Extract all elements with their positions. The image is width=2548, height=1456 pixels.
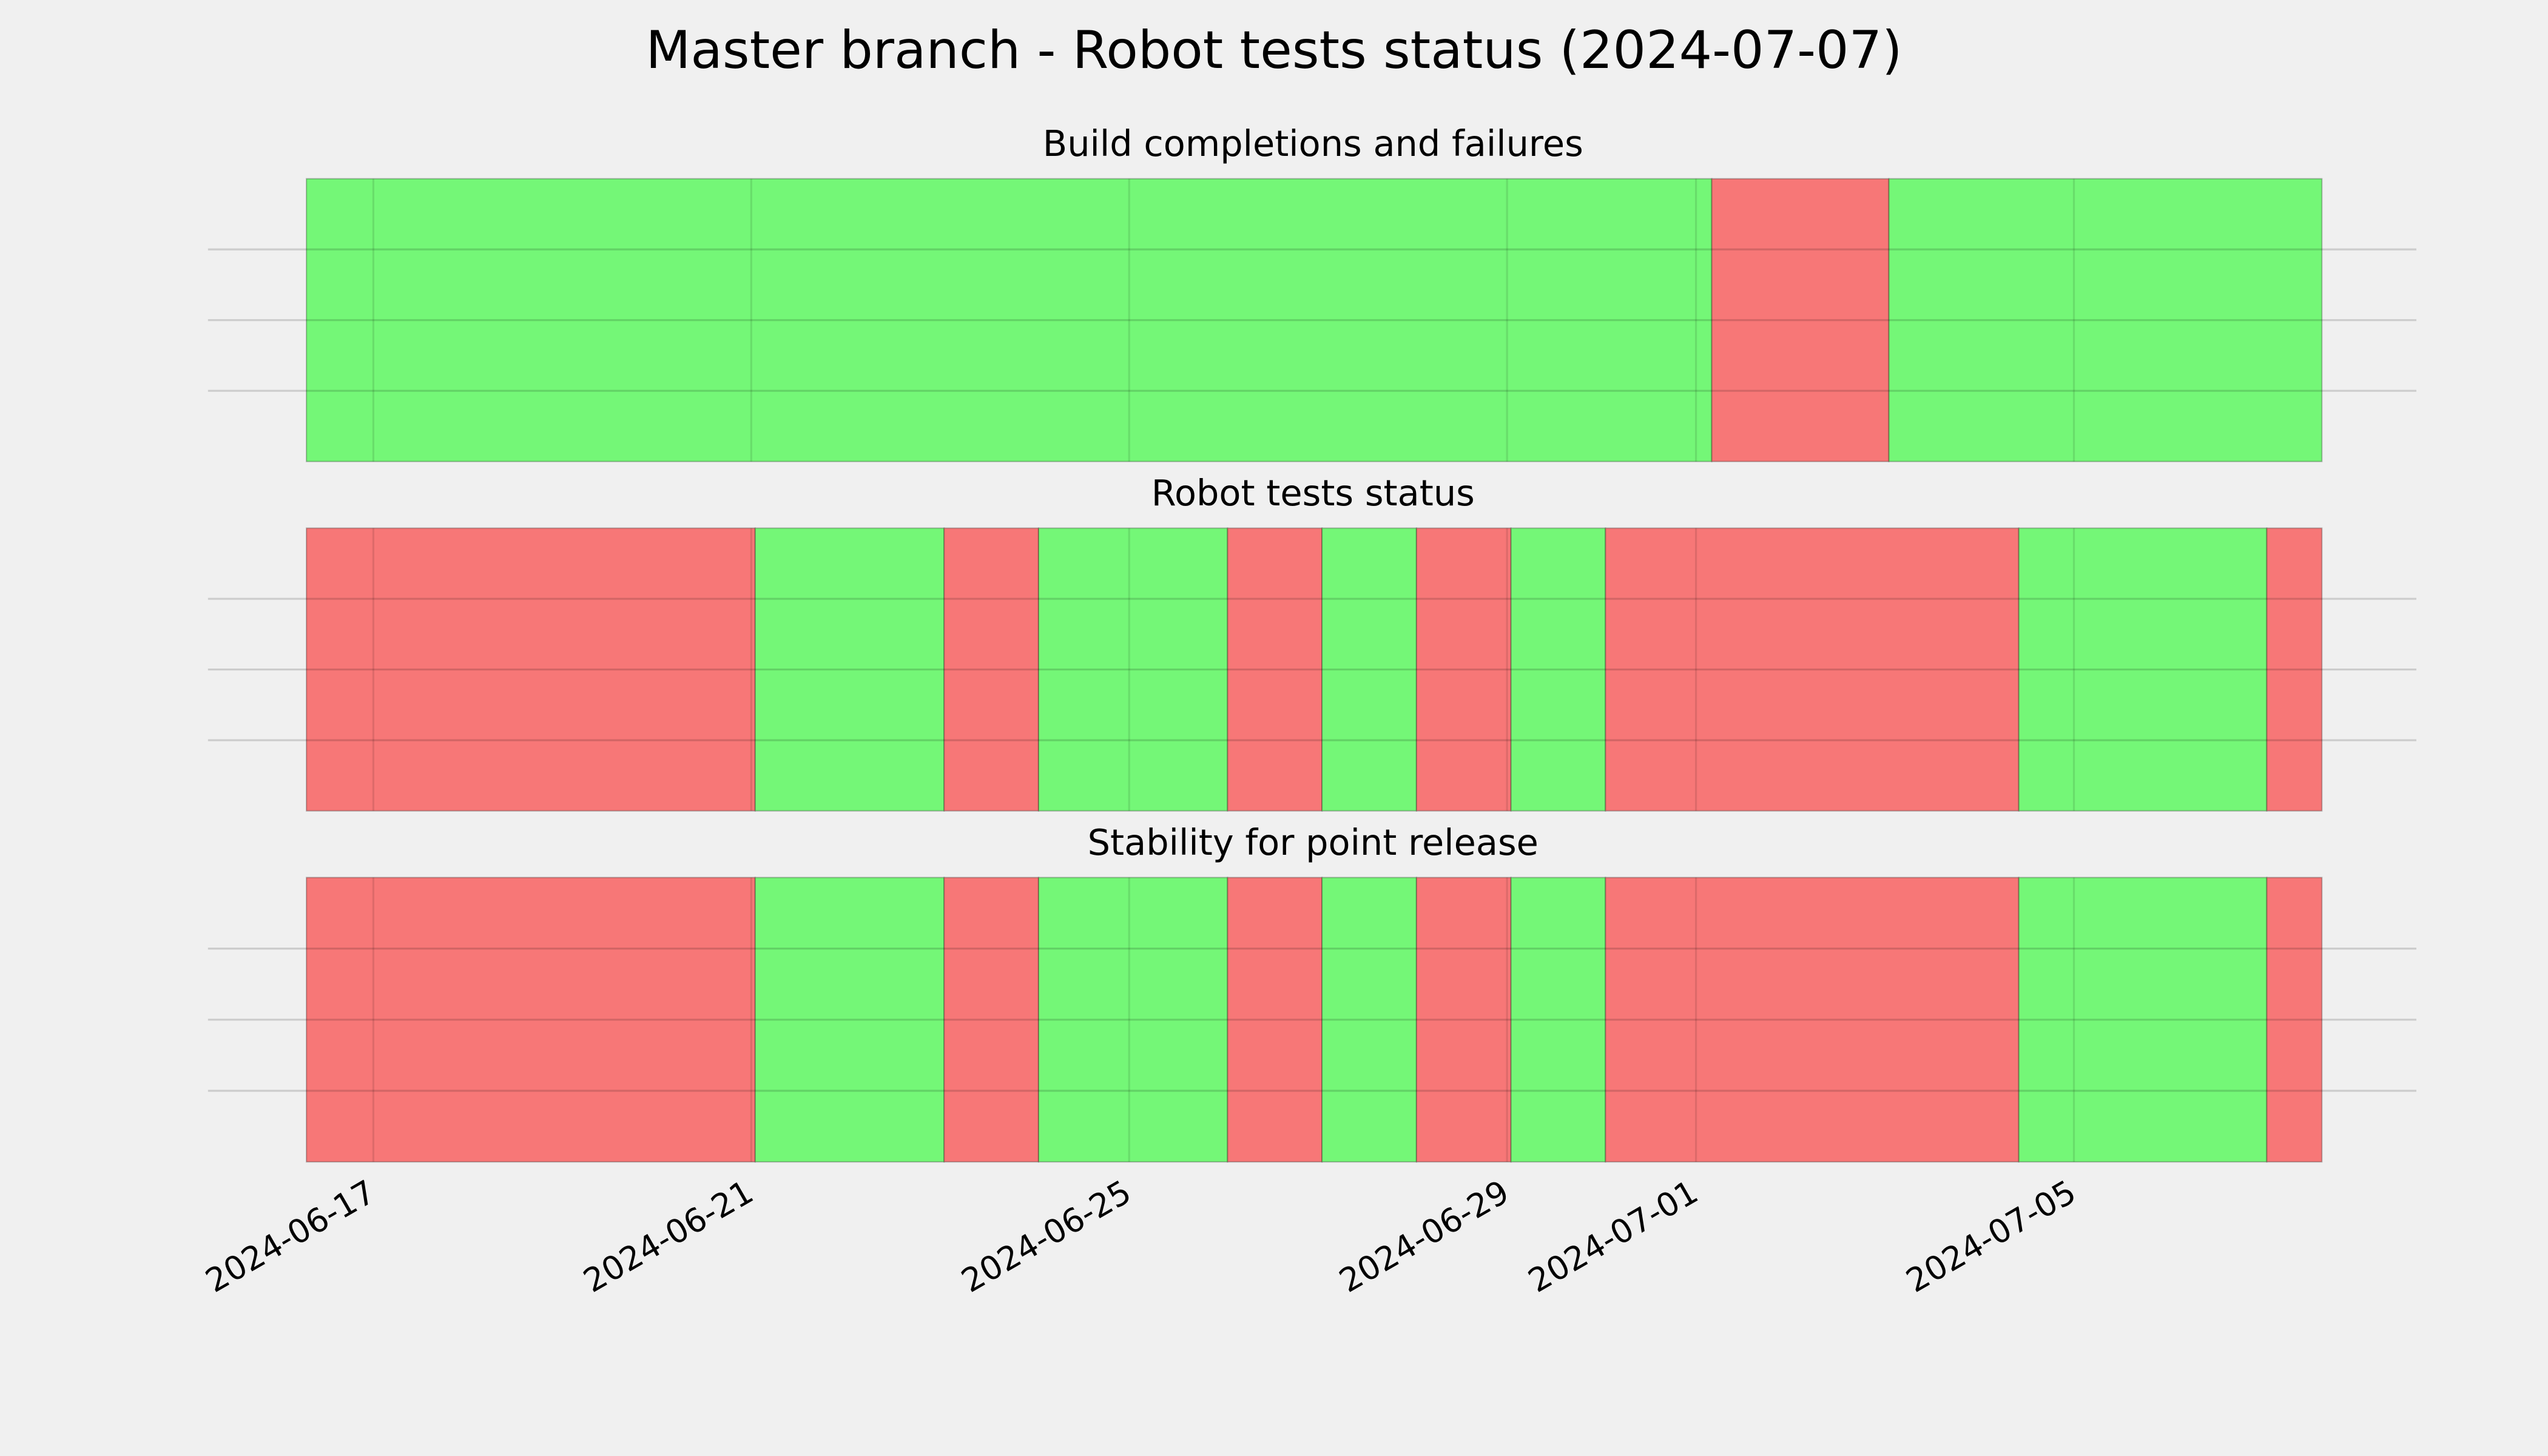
status-segment <box>2018 527 2268 812</box>
status-segment <box>306 178 1713 462</box>
status-segment <box>306 877 756 1163</box>
status-segment <box>1888 178 2323 462</box>
status-segment <box>1510 527 1606 812</box>
status-segment <box>1605 527 2020 812</box>
status-segment <box>2018 877 2268 1163</box>
status-segment <box>754 527 945 812</box>
status-segment <box>943 527 1040 812</box>
status-segment <box>1321 877 1417 1163</box>
subplot-title: Robot tests status <box>1151 472 1475 514</box>
status-segment <box>1037 527 1228 812</box>
status-segment <box>1227 527 1323 812</box>
status-segment <box>1510 877 1606 1163</box>
status-segment <box>306 527 756 812</box>
status-segment <box>1227 877 1323 1163</box>
chart-title: Master branch - Robot tests status (2024… <box>645 20 1902 81</box>
status-segment <box>1415 527 1512 812</box>
status-segment <box>1605 877 2020 1163</box>
status-segment <box>1037 877 1228 1163</box>
status-segment <box>943 877 1040 1163</box>
subplot-title: Stability for point release <box>1088 821 1539 863</box>
subplot-title: Build completions and failures <box>1043 123 1583 164</box>
status-segment <box>754 877 945 1163</box>
status-segment <box>2266 527 2323 812</box>
status-segment <box>1415 877 1512 1163</box>
status-segment <box>2266 877 2323 1163</box>
status-segment <box>1321 527 1417 812</box>
status-segment <box>1711 178 1890 462</box>
